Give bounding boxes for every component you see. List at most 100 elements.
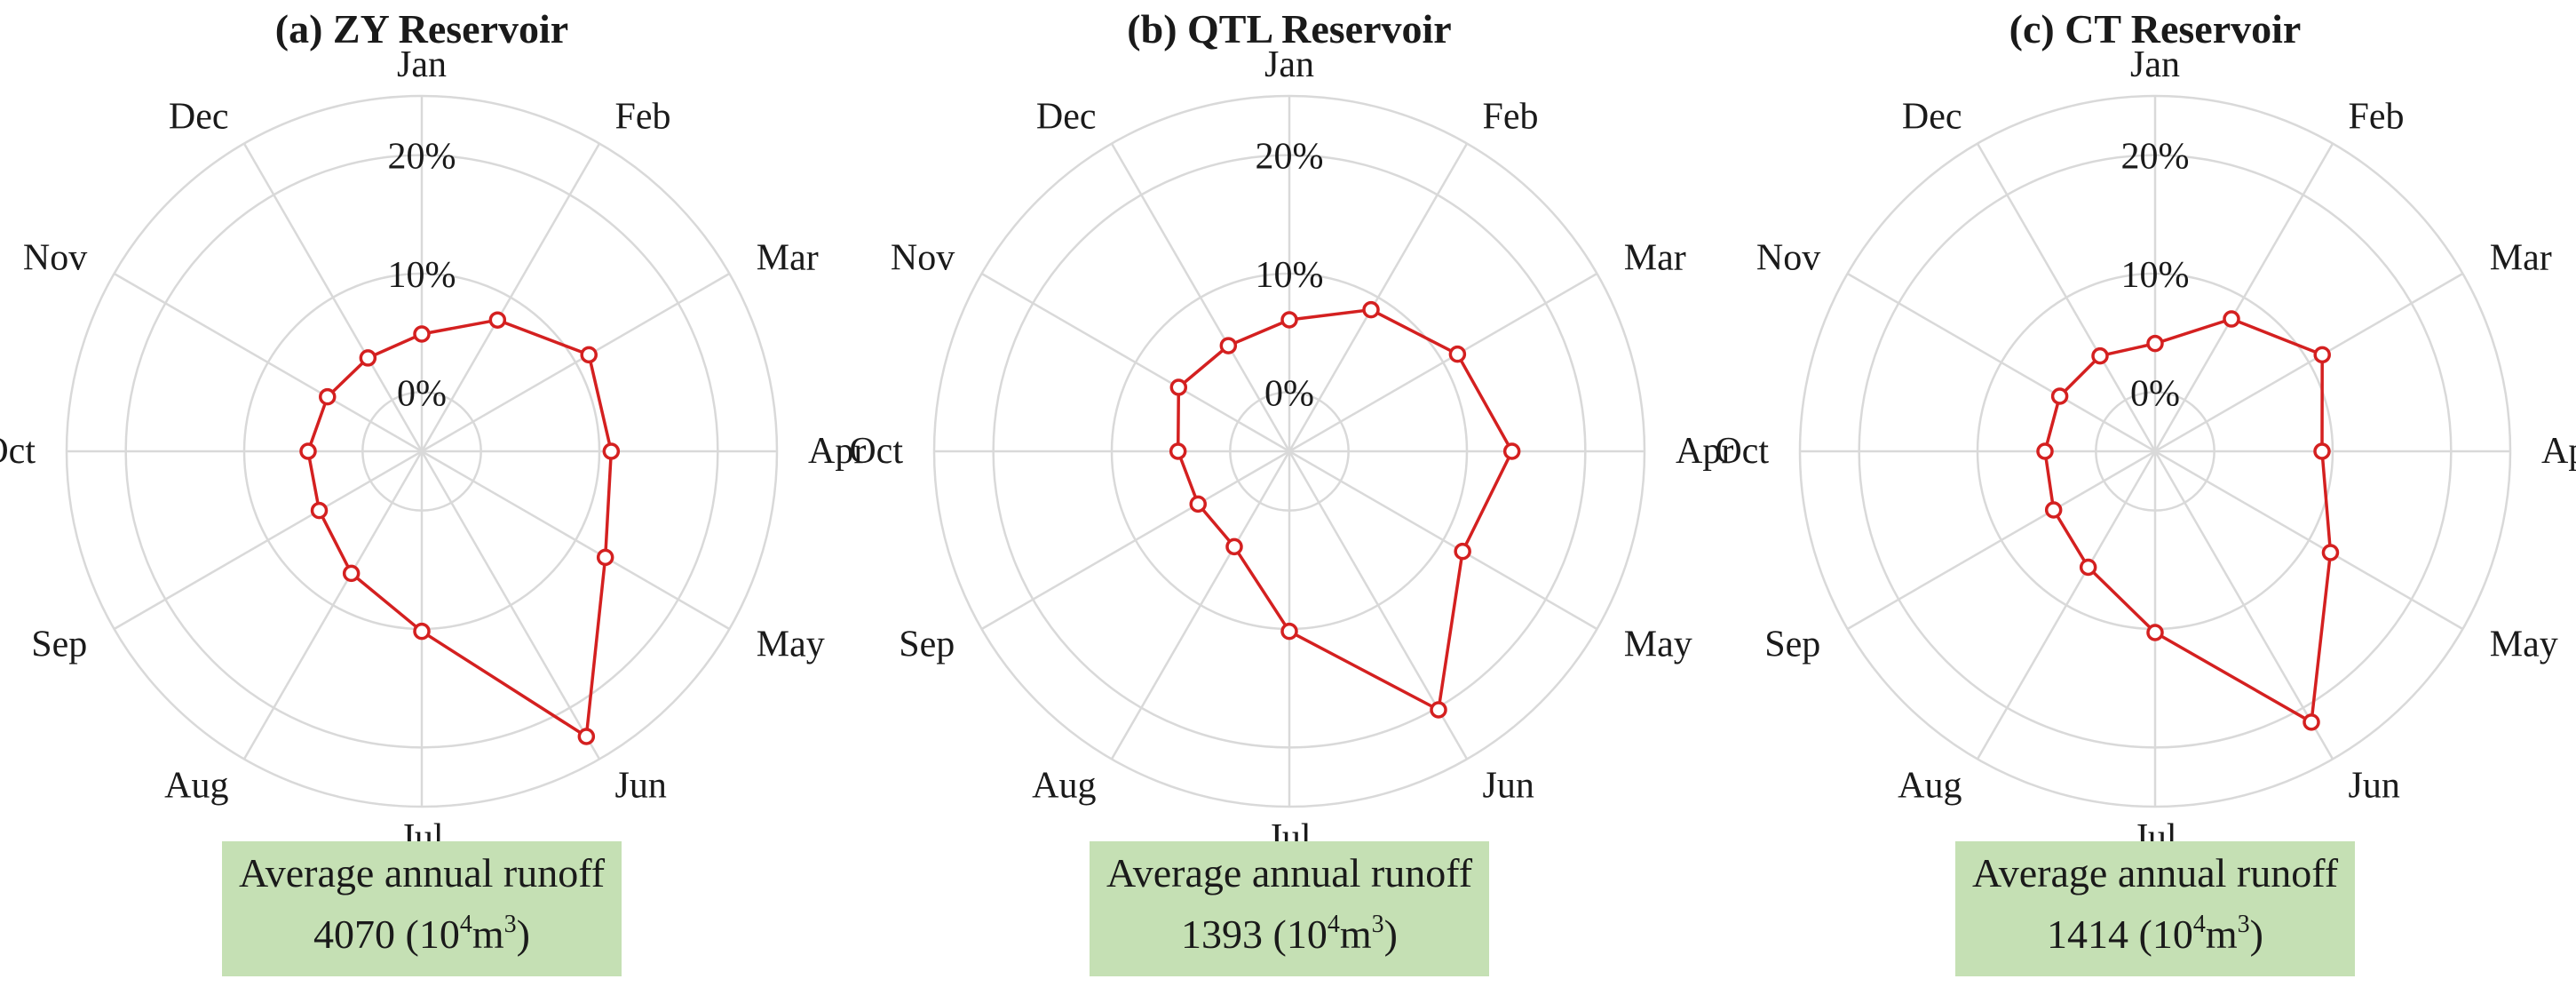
runoff-note-label: Average annual runoff bbox=[1972, 850, 2339, 896]
month-label-nov: Nov bbox=[23, 238, 87, 279]
month-label-nov: Nov bbox=[891, 238, 955, 279]
month-label-dec: Dec bbox=[1036, 96, 1097, 137]
grid-spoke bbox=[1288, 272, 1598, 453]
runoff-runoff-unit-exp2: 3 bbox=[504, 911, 517, 938]
data-point-apr bbox=[1502, 442, 1521, 460]
grid-spoke bbox=[242, 142, 424, 452]
month-label-aug: Aug bbox=[1898, 766, 1962, 807]
grid-spoke bbox=[2153, 142, 2334, 452]
month-label-dec: Dec bbox=[169, 96, 229, 137]
grid-spoke bbox=[420, 450, 601, 760]
data-point-feb bbox=[488, 311, 507, 329]
month-label-feb: Feb bbox=[2349, 96, 2405, 137]
data-point-jan bbox=[1280, 311, 1298, 329]
data-point-aug bbox=[1225, 537, 1243, 556]
month-label-apr: Apr bbox=[1676, 431, 1733, 472]
data-point-jan bbox=[2146, 334, 2164, 353]
data-point-dec bbox=[359, 349, 377, 367]
runoff-runoff-unit-exp1: 4 bbox=[460, 911, 472, 938]
series-line bbox=[2043, 317, 2333, 724]
data-point-aug bbox=[2079, 558, 2097, 577]
runoff-runoff-unit-open: (10 bbox=[1273, 911, 1328, 957]
data-point-dec bbox=[1219, 337, 1238, 354]
month-label-jun: Jun bbox=[2349, 766, 2400, 807]
month-label-apr: Apr bbox=[808, 431, 866, 472]
data-point-nov bbox=[2050, 387, 2069, 405]
month-label-jan: Jan bbox=[397, 44, 447, 85]
runoff-runoff-unit-exp2: 3 bbox=[1372, 911, 1384, 938]
data-point-sep bbox=[2044, 501, 2063, 519]
month-label-mar: Mar bbox=[2490, 238, 2552, 279]
grid-spoke bbox=[1288, 142, 1469, 452]
data-point-apr bbox=[602, 442, 621, 460]
data-point-apr bbox=[2313, 442, 2331, 460]
grid-spoke bbox=[1110, 142, 1291, 452]
runoff-runoff-value: 1393 bbox=[1181, 911, 1263, 957]
data-point-sep bbox=[1189, 495, 1207, 513]
data-point-mar bbox=[2313, 346, 2331, 364]
runoff-runoff-unit-mid: m bbox=[472, 911, 504, 957]
data-point-oct bbox=[2036, 442, 2054, 460]
runoff-note-box bbox=[1955, 841, 2355, 976]
panel-title: (a) ZY Reservoir bbox=[275, 6, 568, 52]
runoff-note-value: 1393 (104m3) bbox=[1181, 911, 1398, 957]
runoff-runoff-value: 4070 bbox=[313, 911, 395, 957]
data-point-oct bbox=[299, 442, 317, 460]
grid-spoke bbox=[1846, 272, 2156, 453]
ring-label: 20% bbox=[388, 137, 456, 178]
month-label-mar: Mar bbox=[757, 238, 819, 279]
data-point-jan bbox=[413, 325, 431, 343]
data-point-sep bbox=[310, 501, 329, 520]
grid-spoke bbox=[421, 272, 731, 453]
grid-spoke bbox=[1110, 450, 1291, 760]
data-point-nov bbox=[1169, 378, 1188, 396]
data-point-mar bbox=[1448, 345, 1467, 363]
month-label-dec: Dec bbox=[1902, 96, 1962, 137]
month-label-may: May bbox=[2490, 625, 2558, 665]
radar-panel-2: (b) QTL ReservoirJanFebMarAprMayJunJulAu… bbox=[849, 6, 1733, 976]
month-label-aug: Aug bbox=[164, 766, 228, 807]
runoff-note-label: Average annual runoff bbox=[1106, 850, 1473, 896]
grid-spoke bbox=[2154, 272, 2464, 453]
runoff-note-value: 1414 (104m3) bbox=[2047, 911, 2263, 957]
grid-spoke bbox=[2154, 450, 2464, 631]
grid-spoke bbox=[2153, 450, 2334, 760]
month-label-feb: Feb bbox=[1483, 96, 1539, 137]
series-line bbox=[306, 318, 614, 738]
grid-spoke bbox=[113, 272, 423, 453]
month-label-may: May bbox=[757, 625, 825, 665]
month-label-oct: Oct bbox=[849, 431, 903, 472]
month-label-sep: Sep bbox=[31, 625, 87, 665]
data-point-jun bbox=[577, 728, 596, 745]
grid-spoke bbox=[242, 450, 424, 760]
runoff-runoff-value: 1414 bbox=[2047, 911, 2128, 957]
runoff-runoff-unit-exp2: 3 bbox=[2238, 911, 2250, 938]
month-label-oct: Oct bbox=[0, 431, 36, 472]
runoff-note-value: 4070 (104m3) bbox=[313, 911, 530, 957]
grid-spoke bbox=[1976, 450, 2157, 760]
panel-title: (b) QTL Reservoir bbox=[1127, 6, 1451, 52]
radar-panel-1: (a) ZY ReservoirJanFebMarAprMayJunJulAug… bbox=[0, 6, 866, 976]
runoff-runoff-unit-close: ) bbox=[517, 911, 530, 957]
month-label-feb: Feb bbox=[615, 96, 671, 137]
grid-spoke bbox=[1288, 450, 1598, 631]
month-label-jun: Jun bbox=[615, 766, 667, 807]
data-point-jul bbox=[1280, 622, 1298, 641]
month-label-mar: Mar bbox=[1624, 238, 1686, 279]
runoff-runoff-unit-open: (10 bbox=[2139, 911, 2193, 957]
runoff-runoff-unit-mid: m bbox=[1340, 911, 1372, 957]
runoff-note-label: Average annual runoff bbox=[239, 850, 606, 896]
month-label-sep: Sep bbox=[899, 625, 955, 665]
month-label-sep: Sep bbox=[1764, 625, 1820, 665]
data-point-nov bbox=[319, 387, 337, 406]
runoff-runoff-unit-mid: m bbox=[2206, 911, 2238, 957]
series-line bbox=[1176, 307, 1514, 712]
month-label-jan: Jan bbox=[1264, 44, 1314, 85]
ring-label: 0% bbox=[397, 373, 447, 414]
data-point-oct bbox=[1169, 442, 1187, 460]
month-label-jan: Jan bbox=[2130, 44, 2180, 85]
ring-label: 20% bbox=[2121, 137, 2190, 178]
runoff-runoff-unit-exp1: 4 bbox=[1328, 911, 1340, 938]
month-label-jun: Jun bbox=[1483, 766, 1534, 807]
